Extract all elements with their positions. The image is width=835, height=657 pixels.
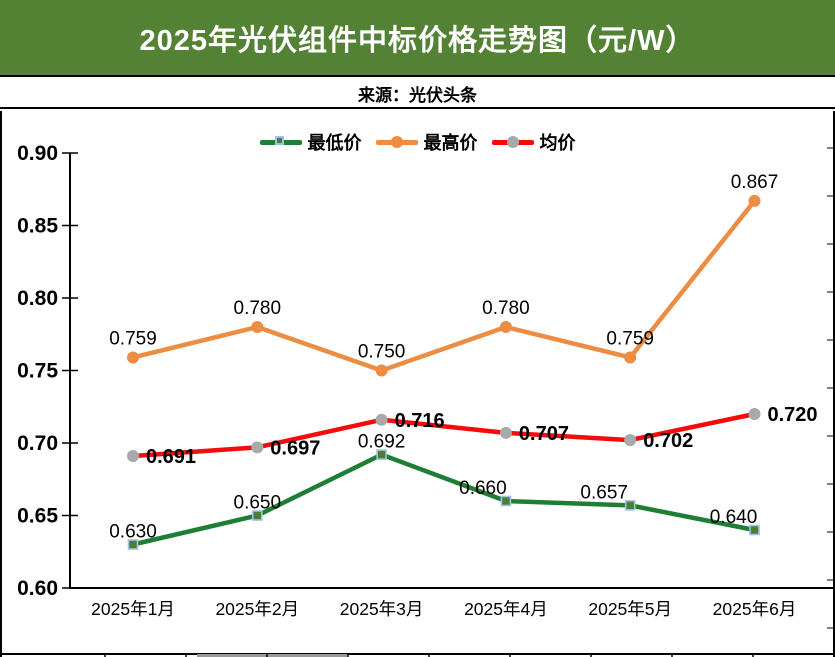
- data-point-marker-最高价: [127, 351, 139, 364]
- data-point-marker-均价: [499, 426, 512, 439]
- spreadsheet-cell-shading: [197, 654, 347, 657]
- data-point-marker-最高价: [748, 194, 761, 207]
- x-axis-label: 2025年4月: [464, 599, 548, 619]
- y-axis-label: 0.90: [17, 142, 58, 165]
- data-point-marker-最低价: [624, 500, 636, 511]
- price-trend-chart: 0.60 0.65 0.70 0.75 0.80 0.85 0.90 2025年1月 2025年…: [0, 111, 835, 657]
- data-label-最低价: 0.657: [580, 482, 628, 503]
- data-label-均价: 0.697: [270, 437, 320, 459]
- y-axis-label: 0.65: [17, 505, 58, 528]
- data-point-marker-均价: [375, 413, 388, 426]
- data-label-均价: 0.720: [768, 404, 818, 426]
- legend-item-min-price: 最低价: [259, 129, 362, 155]
- legend-item-avg-price: 均价: [491, 129, 576, 155]
- data-point-marker-最低价: [127, 539, 139, 550]
- data-label-最高价: 0.759: [606, 328, 654, 349]
- right-border: [833, 111, 835, 657]
- bottom-border: [0, 653, 835, 655]
- series-line-最高价: [130, 198, 757, 373]
- legend-label-min-price: 最低价: [307, 133, 362, 153]
- legend-marker-min-price-icon: [259, 135, 302, 149]
- legend-label-avg-price: 均价: [539, 133, 576, 153]
- x-axis-label: 2025年3月: [340, 599, 424, 619]
- legend-marker-max-price-icon: [375, 135, 418, 149]
- page-title: 2025年光伏组件中标价格走势图（元/W）: [139, 24, 696, 57]
- data-point-marker-最高价: [499, 321, 512, 333]
- series-line-均价: [130, 411, 757, 459]
- data-label-均价: 0.716: [395, 410, 445, 432]
- y-axis-label: 0.80: [17, 287, 58, 310]
- data-label-均价: 0.691: [146, 446, 196, 468]
- x-axis-label: 2025年1月: [91, 599, 175, 619]
- data-label-最高价: 0.867: [731, 172, 779, 193]
- legend-item-max-price: 最高价: [375, 129, 478, 155]
- data-label-最高价: 0.780: [482, 298, 530, 319]
- data-label-最低价: 0.660: [459, 478, 507, 499]
- series-line-最低价: [130, 452, 757, 547]
- data-point-marker-最高价: [251, 321, 264, 333]
- source-label: 来源：光伏头条: [358, 85, 477, 105]
- legend-label-max-price: 最高价: [423, 133, 478, 153]
- data-label-均价: 0.707: [519, 423, 569, 445]
- legend-marker-avg-price-icon: [491, 135, 534, 149]
- data-point-marker-均价: [624, 434, 637, 447]
- chart-legend: 最低价 最高价 均价: [0, 129, 835, 155]
- data-point-marker-均价: [251, 441, 264, 454]
- x-axis-label: 2025年2月: [215, 599, 299, 619]
- title-banner: 2025年光伏组件中标价格走势图（元/W）: [0, 0, 835, 77]
- data-point-marker-最高价: [375, 364, 388, 377]
- source-row: 来源：光伏头条: [0, 79, 835, 109]
- data-point-marker-最低价: [252, 510, 263, 521]
- data-point-marker-最低价: [500, 495, 512, 507]
- data-label-最高价: 0.750: [358, 342, 406, 363]
- data-label-最低价: 0.650: [234, 493, 282, 514]
- data-point-marker-最高价: [624, 351, 637, 364]
- data-label-最低价: 0.692: [358, 432, 406, 453]
- y-axis-label: 0.70: [17, 432, 58, 455]
- data-point-marker-最低价: [749, 524, 760, 536]
- data-label-最高价: 0.780: [234, 298, 282, 319]
- x-axis-label: 2025年5月: [588, 599, 672, 619]
- data-point-marker-均价: [748, 408, 761, 420]
- data-label-最低价: 0.630: [109, 522, 157, 543]
- left-border: [0, 111, 2, 657]
- chart-area: 0.60 0.65 0.70 0.75 0.80 0.85 0.90 2025年1月 2025年…: [0, 111, 835, 657]
- data-point-marker-最低价: [376, 449, 387, 460]
- data-label-最高价: 0.759: [109, 328, 157, 349]
- data-point-marker-均价: [127, 450, 139, 463]
- data-label-均价: 0.702: [643, 430, 693, 452]
- y-axis-label: 0.60: [17, 577, 58, 600]
- data-label-最低价: 0.640: [710, 507, 758, 528]
- y-axis-label: 0.75: [17, 360, 58, 383]
- y-axis-label: 0.85: [17, 215, 58, 238]
- x-axis-label: 2025年6月: [713, 599, 797, 619]
